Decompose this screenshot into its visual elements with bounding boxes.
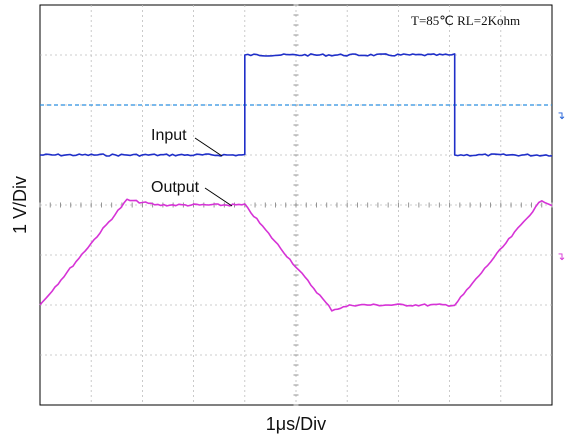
output-series-label: Output — [151, 179, 200, 196]
y-axis-label: 1 V/Div — [10, 176, 30, 234]
series-line-output — [39, 198, 553, 312]
callouts — [194, 137, 233, 207]
channel-2-marker: ↴ — [556, 250, 565, 263]
input-series-label: Input — [151, 127, 187, 144]
trigger-level-marker: ↴ — [556, 109, 565, 122]
input-callout-line — [194, 137, 223, 157]
x-axis-label: 1μs/Div — [266, 414, 326, 434]
traces — [39, 53, 553, 312]
condition-annotation: T=85℃ RL=2Kohm — [411, 13, 520, 28]
output-callout-line — [204, 187, 233, 207]
series-line-input — [39, 53, 553, 157]
